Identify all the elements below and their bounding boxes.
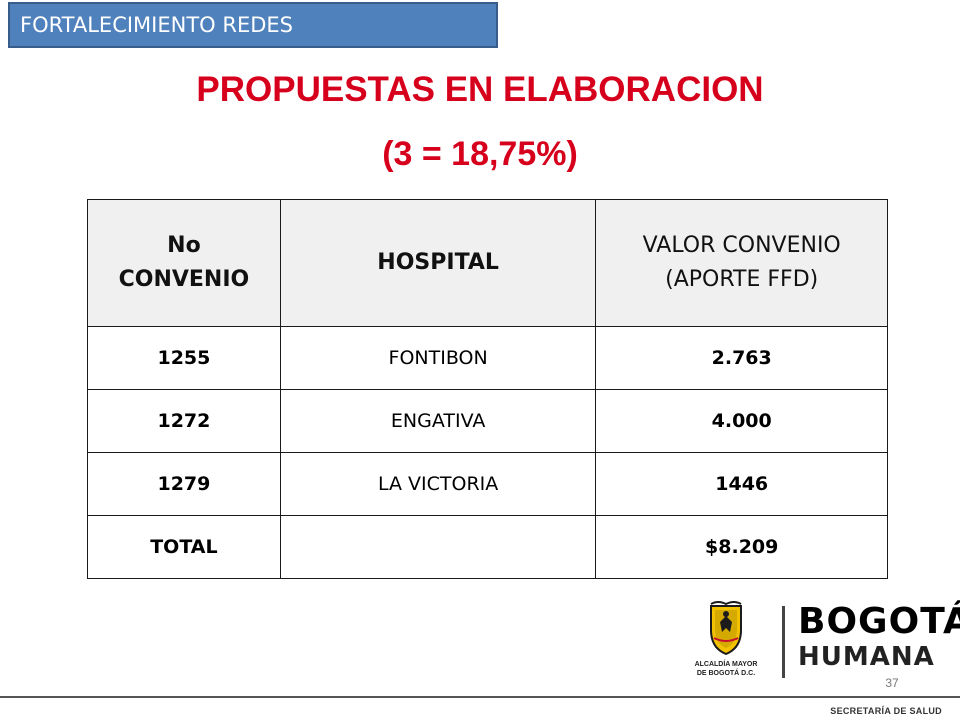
header-hospital: HOSPITAL: [279, 199, 597, 327]
section-tag: FORTALECIMIENTO REDES: [8, 2, 498, 48]
footer-text: SECRETARÍA DE SALUD: [830, 706, 942, 716]
table-total-row: TOTAL $8.209: [87, 515, 888, 579]
cell-convenio: 1272: [87, 389, 281, 453]
header-convenio-line1: No: [167, 232, 201, 258]
cell-hospital: FONTIBON: [279, 326, 597, 390]
coat-of-arms-icon: [710, 601, 742, 656]
alcaldia-caption: ALCALDÍA MAYOR DE BOGOTÁ D.C.: [684, 660, 768, 678]
cell-convenio: 1279: [87, 452, 281, 516]
header-valor-line2: (APORTE FFD): [665, 267, 819, 292]
table-row: 1255 FONTIBON 2.763: [87, 326, 888, 390]
page-title: PROPUESTAS EN ELABORACION: [196, 70, 764, 109]
alcaldia-line2: DE BOGOTÁ D.C.: [696, 670, 756, 677]
logo-divider: [782, 606, 785, 678]
page-number: 37: [885, 676, 899, 690]
footer-divider: [0, 696, 960, 698]
table-header-row: No CONVENIO HOSPITAL VALOR CONVENIO (APO…: [87, 199, 888, 327]
cell-valor: 4.000: [595, 389, 888, 453]
alcaldia-line1: ALCALDÍA MAYOR: [694, 661, 758, 668]
total-label: TOTAL: [87, 515, 281, 579]
header-convenio-line2: CONVENIO: [118, 267, 250, 292]
cell-valor: 2.763: [595, 326, 888, 390]
header-valor: VALOR CONVENIO (APORTE FFD): [595, 199, 888, 327]
total-valor: $8.209: [595, 515, 888, 579]
logos: ALCALDÍA MAYOR DE BOGOTÁ D.C. BOGOTÁ HUM…: [684, 598, 960, 686]
table-row: 1272 ENGATIVA 4.000: [87, 389, 888, 453]
page-subtitle: (3 = 18,75%): [382, 135, 578, 173]
total-hospital: [279, 515, 597, 579]
alcaldia-seal: ALCALDÍA MAYOR DE BOGOTÁ D.C.: [684, 598, 768, 682]
cell-hospital: ENGATIVA: [279, 389, 597, 453]
cell-valor: 1446: [595, 452, 888, 516]
header-convenio: No CONVENIO: [87, 199, 281, 327]
bogota-humana-logo: BOGOTÁ HUMANA: [798, 601, 960, 686]
humana-logo-text: HUMANA: [798, 642, 935, 672]
table-row: 1279 LA VICTORIA 1446: [87, 452, 888, 516]
convenios-table: No CONVENIO HOSPITAL VALOR CONVENIO (APO…: [87, 199, 888, 579]
cell-convenio: 1255: [87, 326, 281, 390]
bogota-logo-text: BOGOTÁ: [798, 601, 960, 642]
header-valor-line1: VALOR CONVENIO: [642, 232, 841, 258]
cell-hospital: LA VICTORIA: [279, 452, 597, 516]
